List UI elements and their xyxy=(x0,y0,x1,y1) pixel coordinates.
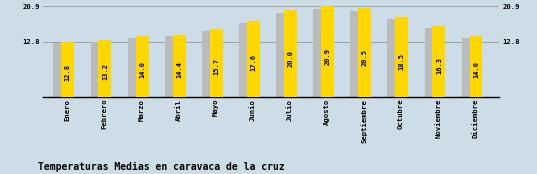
Bar xyxy=(358,8,371,97)
Text: Temperaturas Medias en caravaca de la cruz: Temperaturas Medias en caravaca de la cr… xyxy=(38,162,284,172)
Text: 20.0: 20.0 xyxy=(287,50,293,67)
Text: 13.2: 13.2 xyxy=(102,63,108,80)
Bar xyxy=(469,36,483,97)
Bar xyxy=(350,11,364,97)
Text: 14.0: 14.0 xyxy=(139,61,145,78)
Bar xyxy=(313,9,326,97)
Bar xyxy=(239,23,252,97)
Text: 14.4: 14.4 xyxy=(176,61,182,78)
Bar xyxy=(61,42,74,97)
Bar xyxy=(321,6,334,97)
Text: 15.7: 15.7 xyxy=(213,58,219,75)
Bar xyxy=(128,38,141,97)
Bar xyxy=(247,21,260,97)
Bar xyxy=(432,26,445,97)
Bar xyxy=(425,28,438,97)
Text: 16.3: 16.3 xyxy=(436,57,442,74)
Bar xyxy=(210,29,223,97)
Text: 17.6: 17.6 xyxy=(250,54,256,71)
Bar xyxy=(98,40,111,97)
Bar xyxy=(276,13,289,97)
Bar xyxy=(395,17,408,97)
Bar xyxy=(172,34,186,97)
Text: 12.8: 12.8 xyxy=(65,64,71,81)
Bar xyxy=(91,42,104,97)
Bar xyxy=(387,19,401,97)
Text: 14.0: 14.0 xyxy=(473,61,479,78)
Bar xyxy=(462,38,475,97)
Text: 20.5: 20.5 xyxy=(362,49,368,66)
Text: 20.9: 20.9 xyxy=(324,48,331,65)
Bar xyxy=(135,36,149,97)
Bar xyxy=(284,10,297,97)
Bar xyxy=(54,43,67,97)
Text: 18.5: 18.5 xyxy=(399,53,405,70)
Bar xyxy=(165,36,178,97)
Bar xyxy=(202,31,215,97)
